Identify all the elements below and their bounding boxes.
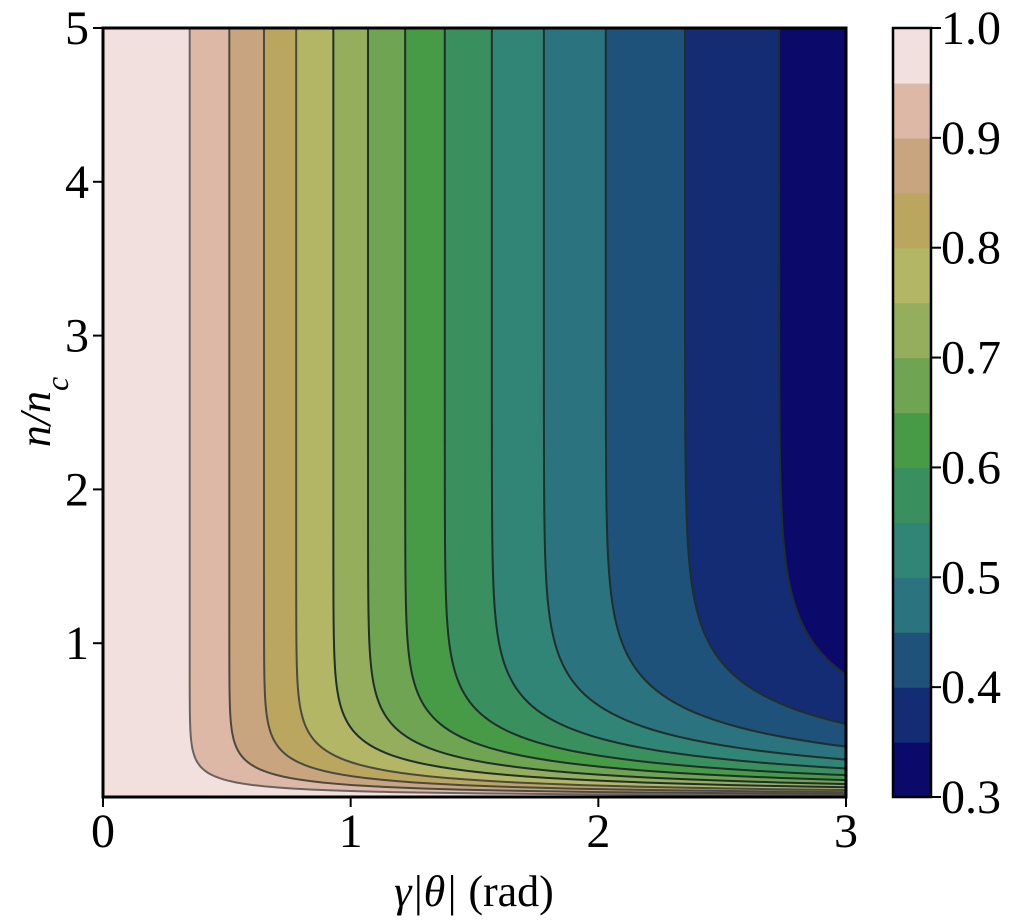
colorbar-segment bbox=[893, 632, 931, 688]
colorbar-tick-label: 0.9 bbox=[941, 112, 1001, 165]
y-tick-label: 5 bbox=[65, 2, 89, 55]
colorbar-segment bbox=[893, 247, 931, 304]
contour-line bbox=[188, 28, 846, 797]
y-axis-label-sub: c bbox=[39, 377, 75, 391]
colorbar-tick-label: 0.5 bbox=[941, 551, 1001, 604]
colorbar-segment bbox=[893, 357, 931, 414]
contour-line bbox=[490, 28, 846, 770]
y-axis: 1 2 3 4 5 bbox=[65, 2, 103, 670]
colorbar: 0.3 0.4 0.5 0.6 0.7 0.8 0.9 1.0 bbox=[891, 2, 1001, 824]
y-axis-label: n/nc bbox=[11, 377, 75, 447]
colorbar-segment bbox=[893, 82, 931, 139]
contour-line bbox=[542, 28, 846, 761]
colorbar-segment bbox=[893, 302, 931, 359]
contour-line bbox=[332, 28, 846, 789]
contour-line bbox=[684, 28, 846, 726]
colorbar-tick-label: 0.6 bbox=[941, 441, 1001, 494]
x-tick-label: 2 bbox=[586, 805, 610, 858]
colorbar-segment bbox=[893, 28, 931, 84]
contour-line bbox=[367, 28, 846, 786]
x-tick-label: 1 bbox=[339, 805, 363, 858]
contour-lines bbox=[188, 28, 846, 797]
contour-line bbox=[262, 28, 846, 794]
contour-regions bbox=[103, 28, 846, 797]
colorbar-segment bbox=[893, 522, 931, 578]
colorbar-segment bbox=[893, 577, 931, 633]
contour-line bbox=[778, 28, 846, 676]
contour-line bbox=[604, 28, 846, 748]
colorbar-tick-label: 0.7 bbox=[941, 332, 1001, 385]
colorbar-segment bbox=[893, 467, 931, 523]
x-axis: 0 1 2 3 bbox=[91, 797, 858, 858]
y-tick-label: 3 bbox=[65, 310, 89, 363]
colorbar-segment bbox=[893, 192, 931, 249]
x-axis-label: γ|θ| (rad) bbox=[394, 867, 554, 916]
colorbar-frame bbox=[891, 26, 933, 799]
colorbar-tick-label: 0.3 bbox=[941, 771, 1001, 824]
y-tick-label: 1 bbox=[65, 617, 89, 670]
contour-line bbox=[295, 28, 846, 792]
colorbar-tick-label: 0.4 bbox=[941, 661, 1001, 714]
colorbar-tick-label: 1.0 bbox=[941, 2, 1001, 55]
plot-frame bbox=[101, 26, 848, 799]
y-tick-label: 2 bbox=[65, 463, 89, 516]
contour-region bbox=[779, 28, 846, 675]
x-tick-label: 0 bbox=[91, 805, 115, 858]
y-axis-label-math: n/n bbox=[11, 391, 60, 447]
colorbar-tick-label: 0.8 bbox=[941, 222, 1001, 275]
colorbar-segment bbox=[893, 687, 931, 743]
contour-line bbox=[228, 28, 846, 795]
colorbar-segment bbox=[893, 412, 931, 469]
contour-line bbox=[404, 28, 846, 782]
x-axis-label-unit: (rad) bbox=[457, 867, 554, 916]
x-tick-label: 3 bbox=[834, 805, 858, 858]
colorbar-segment bbox=[893, 742, 931, 798]
x-axis-label-math: γ|θ| bbox=[394, 867, 457, 916]
y-tick-label: 4 bbox=[65, 156, 89, 209]
colorbar-segment bbox=[893, 137, 931, 194]
contour-line bbox=[443, 28, 846, 777]
